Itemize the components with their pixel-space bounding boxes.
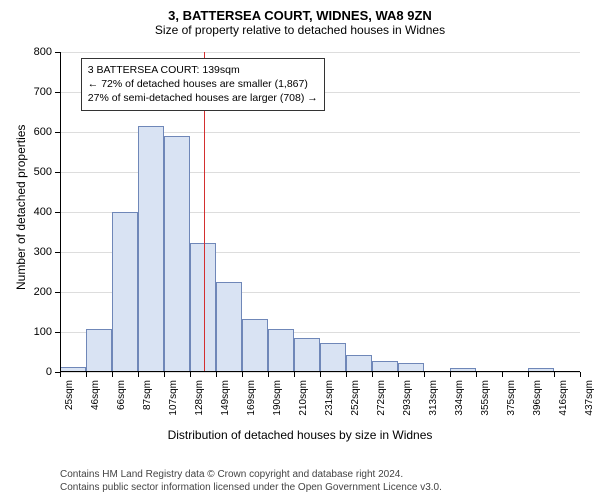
x-tick-label: 46sqm: [90, 380, 101, 428]
x-tickmark: [112, 372, 113, 377]
x-tick-label: 293sqm: [402, 380, 413, 428]
x-tick-label: 396sqm: [532, 380, 543, 428]
x-tick-label: 128sqm: [194, 380, 205, 428]
x-tickmark: [398, 372, 399, 377]
histogram-bar: [112, 212, 138, 372]
annotation-line: 27% of semi-detached houses are larger (…: [88, 91, 318, 105]
x-tick-label: 416sqm: [558, 380, 569, 428]
x-tickmark: [424, 372, 425, 377]
y-tick-label: 600: [20, 126, 52, 138]
y-tick-label: 300: [20, 246, 52, 258]
y-tick-label: 200: [20, 286, 52, 298]
x-tickmark: [476, 372, 477, 377]
histogram-bar: [86, 329, 112, 372]
x-tick-label: 169sqm: [246, 380, 257, 428]
x-tickmark: [580, 372, 581, 377]
plot-area: 010020030040050060070080025sqm46sqm66sqm…: [60, 52, 580, 372]
x-tickmark: [216, 372, 217, 377]
x-tick-label: 355sqm: [480, 380, 491, 428]
x-tickmark: [320, 372, 321, 377]
y-tick-label: 500: [20, 166, 52, 178]
x-tickmark: [242, 372, 243, 377]
x-tick-label: 252sqm: [350, 380, 361, 428]
x-tick-label: 25sqm: [64, 380, 75, 428]
x-tickmark: [138, 372, 139, 377]
footer-line-1: Contains HM Land Registry data © Crown c…: [60, 468, 442, 481]
x-tick-label: 334sqm: [454, 380, 465, 428]
histogram-bar: [138, 126, 164, 372]
histogram-bar: [268, 329, 294, 372]
x-tick-label: 107sqm: [168, 380, 179, 428]
y-tick-label: 400: [20, 206, 52, 218]
x-tickmark: [502, 372, 503, 377]
x-tick-label: 66sqm: [116, 380, 127, 428]
histogram-bar: [216, 282, 242, 372]
y-axis-line: [60, 52, 61, 372]
histogram-bar: [346, 355, 372, 372]
x-axis-label: Distribution of detached houses by size …: [0, 428, 600, 442]
histogram-bar: [320, 343, 346, 372]
y-tick-label: 700: [20, 86, 52, 98]
annotation-line: ← 72% of detached houses are smaller (1,…: [88, 77, 318, 91]
x-tickmark: [268, 372, 269, 377]
footer-attribution: Contains HM Land Registry data © Crown c…: [60, 468, 442, 494]
histogram-bar: [164, 136, 190, 372]
gridline-h: [60, 52, 580, 53]
annotation-box: 3 BATTERSEA COURT: 139sqm← 72% of detach…: [81, 58, 325, 111]
x-tick-label: 190sqm: [272, 380, 283, 428]
x-tick-label: 149sqm: [220, 380, 231, 428]
y-tick-label: 800: [20, 46, 52, 58]
x-tickmark: [60, 372, 61, 377]
x-tickmark: [450, 372, 451, 377]
chart-container: 3, BATTERSEA COURT, WIDNES, WA8 9ZN Size…: [0, 0, 600, 500]
x-tick-label: 272sqm: [376, 380, 387, 428]
x-tickmark: [86, 372, 87, 377]
x-tickmark: [346, 372, 347, 377]
x-tick-label: 437sqm: [584, 380, 595, 428]
x-tickmark: [372, 372, 373, 377]
chart-subtitle: Size of property relative to detached ho…: [0, 23, 600, 37]
x-tickmark: [294, 372, 295, 377]
x-tick-label: 313sqm: [428, 380, 439, 428]
y-tick-label: 0: [20, 366, 52, 378]
x-tickmark: [528, 372, 529, 377]
x-tickmark: [190, 372, 191, 377]
footer-line-2: Contains public sector information licen…: [60, 481, 442, 494]
x-tick-label: 87sqm: [142, 380, 153, 428]
y-tick-label: 100: [20, 326, 52, 338]
histogram-bar: [294, 338, 320, 372]
x-tick-label: 210sqm: [298, 380, 309, 428]
x-tick-label: 375sqm: [506, 380, 517, 428]
x-tickmark: [554, 372, 555, 377]
x-tick-label: 231sqm: [324, 380, 335, 428]
histogram-bar: [242, 319, 268, 372]
chart-title: 3, BATTERSEA COURT, WIDNES, WA8 9ZN: [0, 0, 600, 23]
annotation-line: 3 BATTERSEA COURT: 139sqm: [88, 63, 318, 77]
x-tickmark: [164, 372, 165, 377]
